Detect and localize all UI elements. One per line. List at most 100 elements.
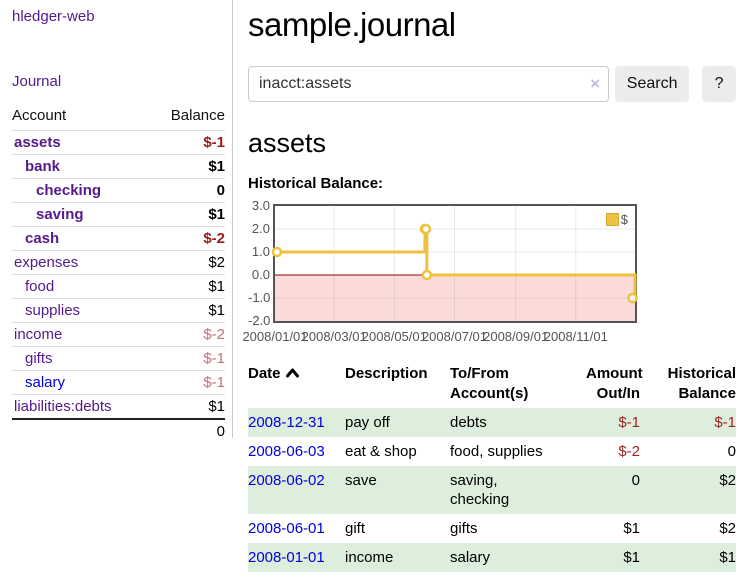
description-cell: save (345, 466, 450, 514)
account-balance: $-2 (203, 230, 225, 247)
account-row: supplies $1 (12, 298, 225, 322)
accounts-rows: assets $-1 bank $1 checking 0 saving $1 cash $-2 e… (12, 130, 225, 418)
account-row: saving $1 (12, 202, 225, 226)
description-cell: pay off (345, 408, 450, 437)
account-balance: $-1 (203, 350, 225, 367)
data-point-marker (421, 269, 433, 281)
account-row: income $-2 (12, 322, 225, 346)
account-balance: $1 (208, 158, 225, 175)
account-balance: $1 (208, 206, 225, 223)
account-column-header: Account (12, 107, 67, 124)
legend-swatch-icon (605, 213, 619, 226)
account-row: checking 0 (12, 178, 225, 202)
x-axis-tick-label: 2008/09/01 (483, 329, 549, 344)
balance-column-header-main: Historical Balance (667, 365, 736, 402)
balance-column-header: Balance (170, 107, 225, 124)
date-cell: 2008-06-02 (248, 466, 345, 514)
accounts-cell: gifts (450, 520, 478, 537)
register-table: Date Description To/From Account(s) Amoun… (248, 360, 736, 572)
description-cell: gift (345, 520, 366, 537)
date-column-header[interactable]: Date (248, 360, 345, 408)
account-row: gifts $-1 (12, 346, 225, 370)
account-balance: $2 (208, 254, 225, 271)
sidebar-item-journal[interactable]: Journal (12, 73, 62, 90)
historical-balance-chart: $ 3.0 2.0 1.0 0.0 -1.0 -2.0 2008/01/01 2008/03/… (242, 199, 736, 344)
accounts-cell: salary (450, 543, 586, 572)
register-row: 2008-06-03 eat & shop food, supplies $-2 0 (248, 437, 736, 466)
account-row: salary $-1 (12, 370, 225, 394)
transaction-date-link[interactable]: 2008-12-31 (248, 414, 325, 431)
accounts-cell: debts (450, 408, 586, 437)
account-row: expenses $2 (12, 250, 225, 274)
account-link[interactable]: income (14, 326, 63, 343)
account-balance: $1 (208, 302, 225, 319)
balance-cell: $1 (640, 543, 736, 572)
account-link[interactable]: assets (14, 134, 61, 151)
description-cell: eat & shop (345, 443, 417, 460)
account-link[interactable]: supplies (25, 302, 81, 319)
data-point-marker (420, 223, 432, 235)
account-link[interactable]: expenses (14, 254, 79, 271)
account-link[interactable]: gifts (25, 350, 53, 367)
search-button[interactable]: Search (615, 66, 690, 102)
description-column-header: Description (345, 365, 428, 382)
account-row: bank $1 (12, 154, 225, 178)
account-total-balance: 0 (216, 422, 225, 440)
chart-legend: $ (603, 211, 630, 228)
accounts-cell: saving, checking (450, 466, 586, 514)
account-balance: $-1 (203, 134, 225, 151)
account-balance: $1 (208, 278, 225, 295)
x-axis-tick-label: 2008/03/01 (301, 329, 367, 344)
search-form: × Search ? (248, 66, 736, 102)
account-link[interactable]: cash (25, 230, 60, 247)
search-help-button[interactable]: ? (702, 66, 736, 102)
amount-column-header: Amount Out/In (586, 365, 643, 402)
date-cell: 2008-06-03 (248, 437, 345, 466)
account-total-row: 0 (12, 418, 225, 442)
clear-search-icon[interactable]: × (590, 74, 601, 93)
balance-cell: $-1 (640, 408, 736, 437)
chart-plot-area: $ (271, 204, 638, 323)
account-row: food $1 (12, 274, 225, 298)
account-link[interactable]: liabilities:debts (14, 398, 112, 415)
chart-title: Historical Balance: (248, 175, 384, 192)
account-balance: $1 (208, 398, 225, 415)
account-row: liabilities:debts $1 (12, 394, 225, 418)
account-row: assets $-1 (12, 130, 225, 154)
date-cell: 2008-01-01 (248, 543, 345, 572)
account-link[interactable]: checking (36, 182, 102, 199)
balance-cell: 0 (727, 443, 736, 460)
amount-cell: $1 (586, 543, 640, 572)
legend-label: $ (620, 212, 628, 227)
description-cell: income (345, 543, 450, 572)
y-axis-tick-label: -1.0 (248, 290, 271, 305)
accounts-table-header: Account Balance (12, 104, 225, 130)
page-title: sample.journal (248, 6, 456, 43)
account-link[interactable]: saving (36, 206, 84, 223)
accounts-cell: food, supplies (450, 443, 543, 460)
account-balance: 0 (216, 182, 225, 199)
main-content: sample.journal × Search ? assets Histori… (242, 0, 736, 572)
account-link[interactable]: bank (25, 158, 61, 175)
account-row: cash $-2 (12, 226, 225, 250)
account-link[interactable]: salary (25, 374, 66, 391)
search-input[interactable] (248, 66, 610, 102)
y-axis-tick-label: -2.0 (248, 313, 271, 328)
register-header-row: Date Description To/From Account(s) Amoun… (248, 360, 736, 408)
app-title-link[interactable]: hledger-web (12, 8, 95, 25)
date-cell: 2008-06-01 (248, 514, 345, 543)
account-link[interactable]: food (25, 278, 55, 295)
transaction-date-link[interactable]: 2008-06-01 (248, 520, 325, 537)
amount-cell: $-2 (618, 443, 640, 460)
transaction-date-link[interactable]: 2008-06-03 (248, 443, 325, 460)
amount-cell: $1 (623, 520, 640, 537)
transaction-date-link[interactable]: 2008-01-01 (248, 549, 325, 566)
transaction-date-link[interactable]: 2008-06-02 (248, 472, 325, 489)
date-cell: 2008-12-31 (248, 408, 345, 437)
account-balance: $-1 (203, 374, 225, 391)
y-axis-tick-label: 0.0 (251, 267, 270, 282)
register-row: 2008-01-01 income salary $1 $1 (248, 543, 736, 572)
y-axis-tick-label: 2.0 (251, 221, 270, 236)
x-axis-tick-label: 2008/05/01 (361, 329, 427, 344)
account-balance: $-2 (203, 326, 225, 343)
